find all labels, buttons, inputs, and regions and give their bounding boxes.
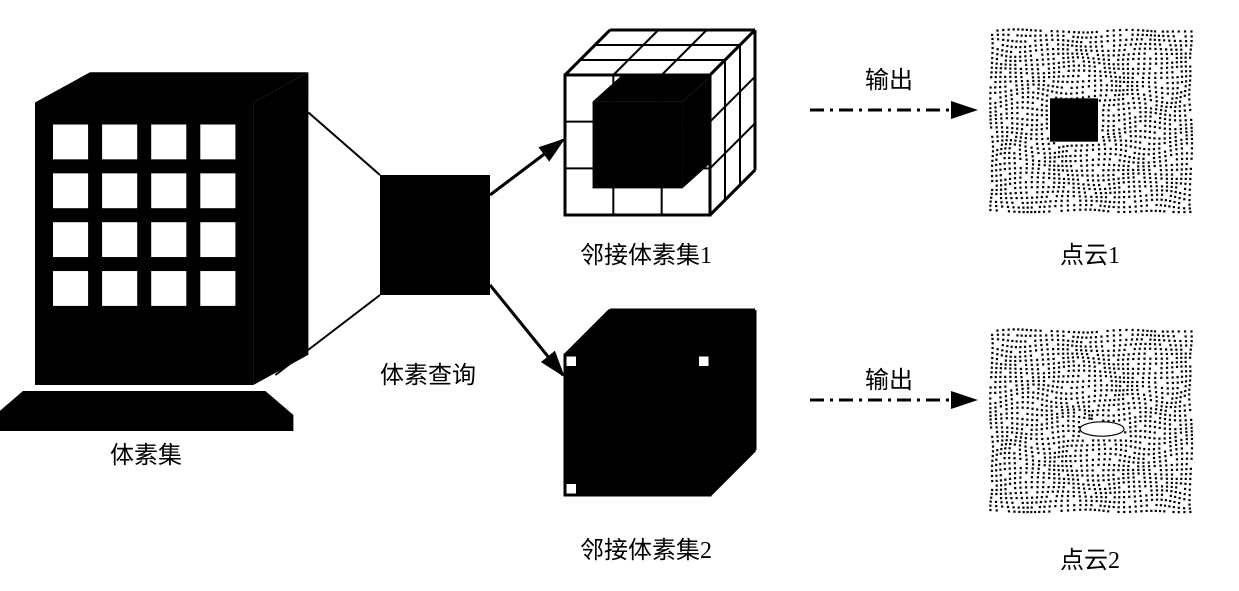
pointcloud-1-center-block bbox=[1050, 98, 1098, 141]
adjacent-voxel-set-2-label: 邻接体素集2 bbox=[580, 530, 712, 565]
pointcloud-2 bbox=[989, 328, 1193, 513]
output-2-label: 输出 bbox=[865, 360, 913, 395]
voxel-query-label: 体素查询 bbox=[380, 355, 476, 390]
building-voxel-set bbox=[0, 72, 380, 431]
arrow-query-to-cube1 bbox=[490, 140, 563, 195]
adjacent-voxel-cube-1 bbox=[565, 30, 755, 215]
voxel-query-box bbox=[380, 175, 490, 295]
voxel-set-label: 体素集 bbox=[110, 435, 182, 470]
pointcloud-2-label: 点云2 bbox=[1060, 540, 1120, 575]
pointcloud-1 bbox=[989, 28, 1193, 213]
adjacent-voxel-set-1-label: 邻接体素集1 bbox=[580, 235, 712, 270]
adjacent-voxel-cube-2 bbox=[565, 310, 755, 495]
pointcloud-1-label: 点云1 bbox=[1060, 235, 1120, 270]
output-1-label: 输出 bbox=[865, 60, 913, 95]
arrow-query-to-cube2 bbox=[490, 285, 563, 375]
